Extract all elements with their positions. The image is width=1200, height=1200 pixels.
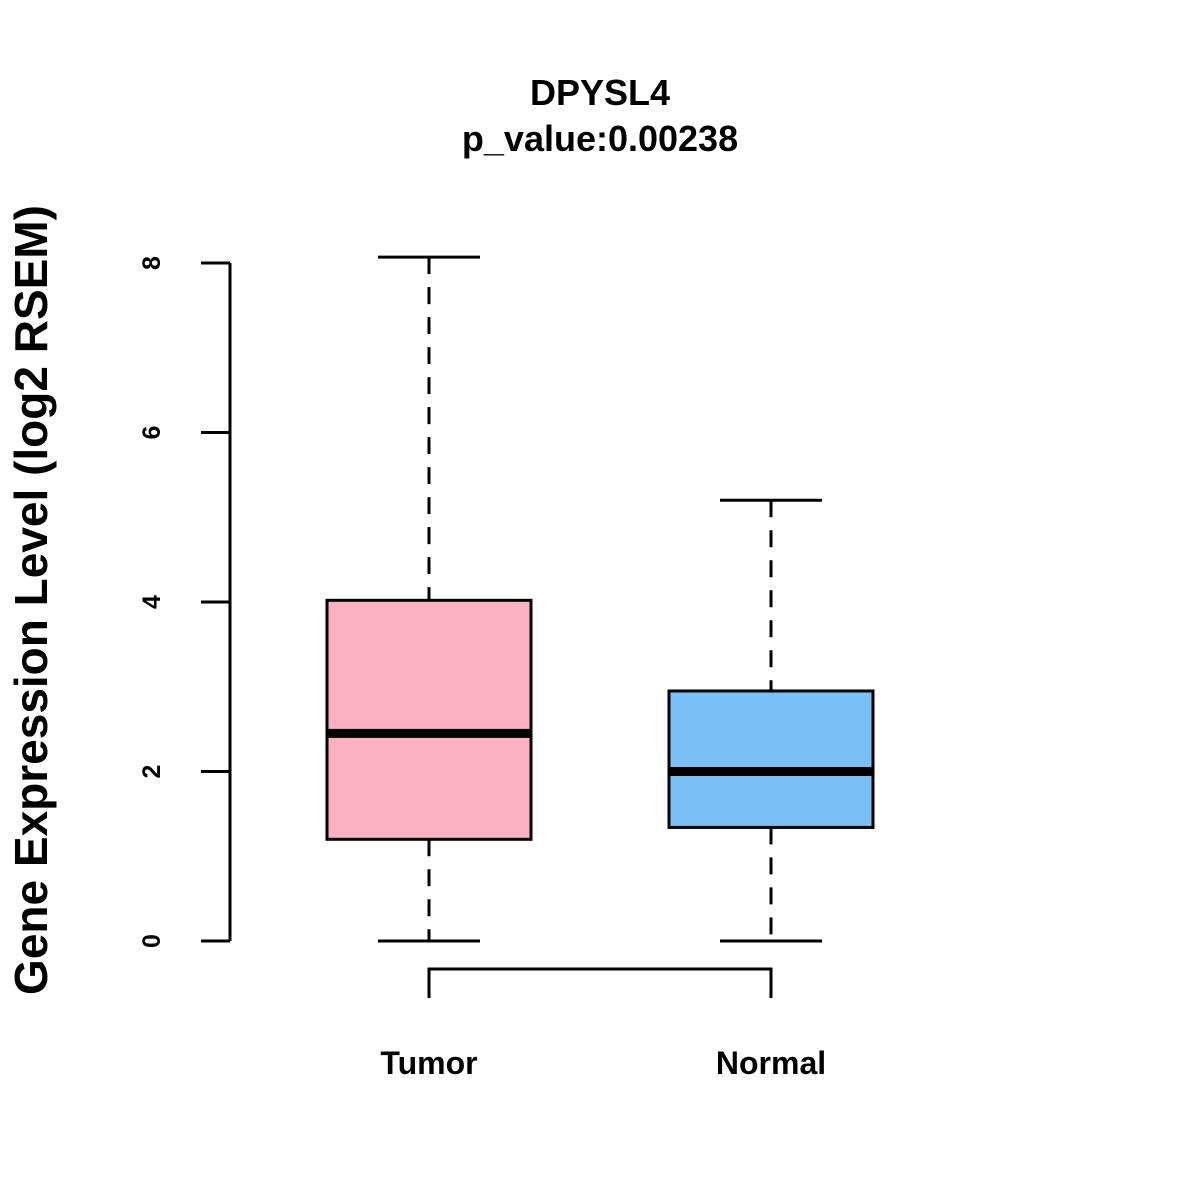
y-tick-label: 0 bbox=[138, 934, 166, 948]
chart-title: DPYSL4 bbox=[530, 72, 670, 113]
x-category-label: Tumor bbox=[380, 1045, 477, 1081]
iqr-box bbox=[667, 689, 875, 829]
boxes bbox=[325, 255, 875, 943]
iqr-box bbox=[325, 598, 533, 841]
x-category-label: Normal bbox=[716, 1045, 826, 1081]
bracket-line bbox=[427, 967, 773, 998]
y-axis: 0 2 4 6 8 bbox=[138, 256, 232, 948]
chart-subtitle: p_value:0.00238 bbox=[462, 118, 738, 159]
y-tick-label: 4 bbox=[138, 595, 166, 609]
y-tick-label: 8 bbox=[138, 256, 166, 270]
y-tick-label: 2 bbox=[138, 765, 166, 779]
title-group: DPYSL4 p_value:0.00238 bbox=[462, 72, 738, 159]
box-tumor bbox=[325, 255, 533, 943]
box-normal bbox=[667, 498, 875, 943]
y-tick-label: 6 bbox=[138, 426, 166, 440]
x-axis-labels: Tumor Normal bbox=[380, 1045, 826, 1081]
y-axis-label: Gene Expression Level (log2 RSEM) bbox=[5, 205, 57, 995]
comparison-bracket bbox=[427, 967, 773, 998]
